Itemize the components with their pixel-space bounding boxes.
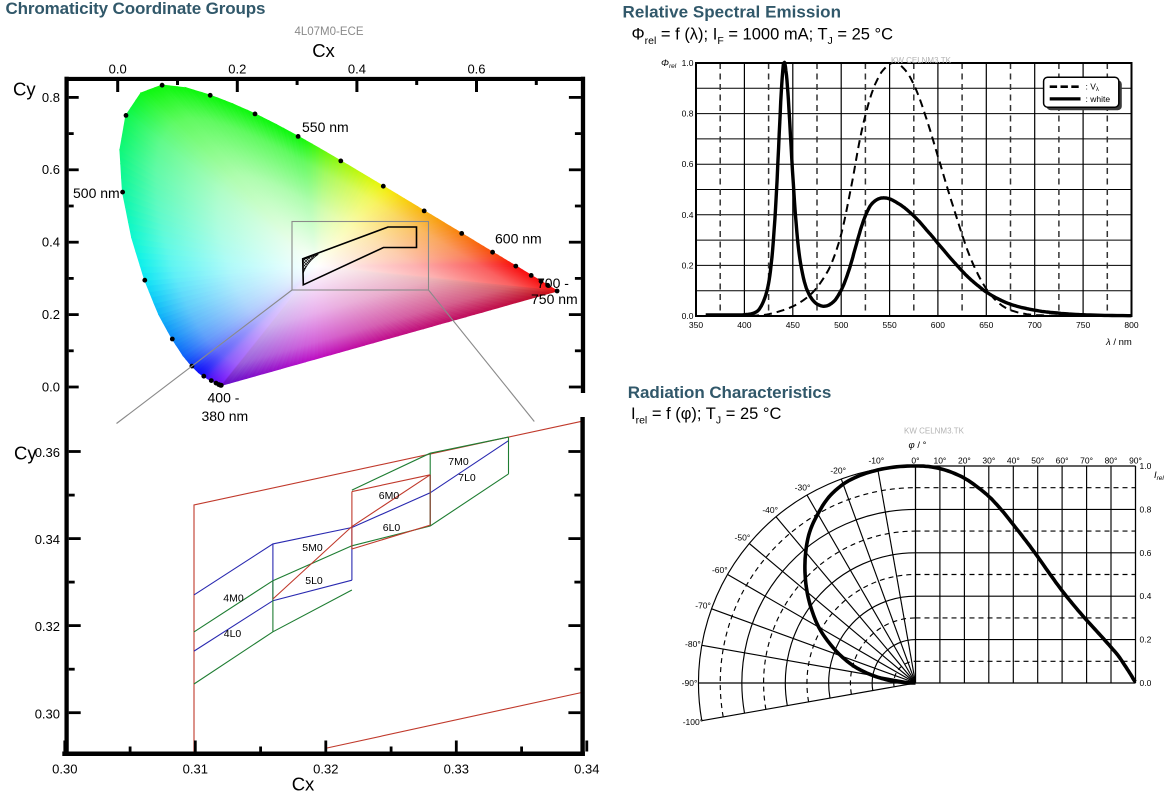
svg-text:600 nm: 600 nm — [495, 231, 542, 247]
svg-text:0.36: 0.36 — [35, 445, 60, 460]
svg-text:500 nm: 500 nm — [73, 185, 120, 201]
svg-text:0.30: 0.30 — [35, 706, 60, 721]
svg-text:-30°: -30° — [795, 482, 811, 492]
svg-text:380 nm: 380 nm — [202, 408, 249, 424]
svg-text:-50°: -50° — [735, 533, 751, 543]
svg-text:350: 350 — [689, 320, 703, 330]
svg-text:-40°: -40° — [762, 505, 778, 515]
svg-text:700: 700 — [1028, 320, 1042, 330]
svg-text:0.2: 0.2 — [1140, 635, 1152, 645]
svg-text:0.34: 0.34 — [35, 532, 60, 547]
svg-text:KW CELNM3.TK: KW CELNM3.TK — [891, 56, 952, 65]
svg-text:0.0: 0.0 — [682, 311, 694, 321]
svg-text:5M0: 5M0 — [302, 542, 323, 554]
svg-text:: Vλ: : Vλ — [1086, 82, 1099, 94]
svg-text:-100°: -100° — [683, 717, 703, 727]
svg-text:-90°: -90° — [682, 678, 698, 688]
svg-text:1.0: 1.0 — [1140, 461, 1152, 471]
svg-text:0.4: 0.4 — [1140, 591, 1152, 601]
svg-text:10°: 10° — [933, 456, 946, 466]
svg-text:0.6: 0.6 — [682, 159, 694, 169]
svg-text:: white: : white — [1086, 94, 1111, 104]
svg-text:-20°: -20° — [830, 466, 846, 476]
svg-text:600: 600 — [931, 320, 945, 330]
svg-text:-60°: -60° — [712, 565, 728, 575]
svg-text:700 -: 700 - — [537, 275, 569, 291]
svg-text:0.30: 0.30 — [52, 762, 77, 777]
svg-text:4L07M0-ECE: 4L07M0-ECE — [294, 26, 363, 38]
svg-text:0.6: 0.6 — [1140, 548, 1152, 558]
svg-text:φ / °: φ / ° — [909, 440, 927, 451]
svg-text:-80°: -80° — [685, 639, 701, 649]
svg-text:0.8: 0.8 — [1140, 504, 1152, 514]
svg-text:0.8: 0.8 — [42, 90, 60, 105]
svg-text:0.8: 0.8 — [682, 109, 694, 119]
svg-text:750: 750 — [1076, 320, 1090, 330]
svg-text:0.2: 0.2 — [228, 61, 246, 76]
svg-text:Cx: Cx — [292, 774, 315, 793]
svg-text:Cy: Cy — [14, 443, 37, 464]
svg-text:0.33: 0.33 — [444, 762, 469, 777]
svg-text:Cx: Cx — [312, 40, 335, 61]
svg-text:400: 400 — [737, 320, 751, 330]
svg-text:0.2: 0.2 — [42, 307, 60, 322]
svg-text:0.32: 0.32 — [35, 619, 60, 634]
svg-text:5L0: 5L0 — [305, 575, 323, 587]
svg-text:4L0: 4L0 — [224, 628, 242, 640]
svg-text:60°: 60° — [1056, 456, 1069, 466]
svg-text:30°: 30° — [982, 456, 995, 466]
svg-text:Relative Spectral Emission: Relative Spectral Emission — [623, 3, 842, 22]
svg-text:6L0: 6L0 — [383, 522, 401, 534]
svg-text:-10°: -10° — [868, 455, 884, 465]
svg-text:0.0: 0.0 — [1140, 678, 1152, 688]
svg-text:0.2: 0.2 — [682, 260, 694, 270]
svg-text:20°: 20° — [958, 456, 971, 466]
svg-text:750 nm: 750 nm — [531, 291, 578, 307]
svg-text:800: 800 — [1124, 320, 1138, 330]
svg-text:Chromaticity Coordinate Groups: Chromaticity Coordinate Groups — [6, 0, 266, 18]
svg-text:0°: 0° — [911, 456, 919, 466]
svg-text:0.32: 0.32 — [313, 762, 338, 777]
svg-text:λ / nm: λ / nm — [1105, 337, 1132, 348]
svg-text:0.34: 0.34 — [574, 762, 599, 777]
svg-text:KW CELNM3.TK: KW CELNM3.TK — [904, 427, 965, 436]
svg-text:7L0: 7L0 — [458, 472, 476, 484]
svg-text:400 -: 400 - — [208, 390, 240, 406]
svg-text:0.6: 0.6 — [467, 61, 485, 76]
svg-text:80°: 80° — [1105, 456, 1118, 466]
svg-text:550: 550 — [883, 320, 897, 330]
svg-text:0.0: 0.0 — [42, 379, 60, 394]
svg-text:0.4: 0.4 — [348, 61, 366, 76]
svg-text:0.6: 0.6 — [42, 162, 60, 177]
svg-text:Cy: Cy — [13, 79, 36, 100]
svg-text:90°: 90° — [1129, 456, 1142, 466]
svg-text:40°: 40° — [1007, 456, 1020, 466]
svg-text:6M0: 6M0 — [379, 490, 400, 502]
svg-text:4M0: 4M0 — [223, 593, 244, 605]
svg-text:1.0: 1.0 — [682, 58, 694, 68]
svg-text:7M0: 7M0 — [448, 456, 469, 468]
svg-text:50°: 50° — [1031, 456, 1044, 466]
svg-text:550 nm: 550 nm — [302, 119, 349, 135]
svg-text:0.0: 0.0 — [109, 61, 127, 76]
svg-text:-70°: -70° — [695, 601, 711, 611]
svg-text:0.4: 0.4 — [682, 210, 694, 220]
svg-text:70°: 70° — [1080, 456, 1093, 466]
svg-text:Irel: Irel — [1154, 470, 1164, 482]
svg-text:500: 500 — [834, 320, 848, 330]
svg-text:Irel = f (φ); TJ = 25 °C: Irel = f (φ); TJ = 25 °C — [631, 405, 781, 427]
svg-text:0.31: 0.31 — [183, 762, 208, 777]
svg-text:450: 450 — [786, 320, 800, 330]
svg-text:0.4: 0.4 — [42, 235, 60, 250]
svg-text:Radiation Characteristics: Radiation Characteristics — [628, 383, 832, 402]
svg-text:650: 650 — [979, 320, 993, 330]
